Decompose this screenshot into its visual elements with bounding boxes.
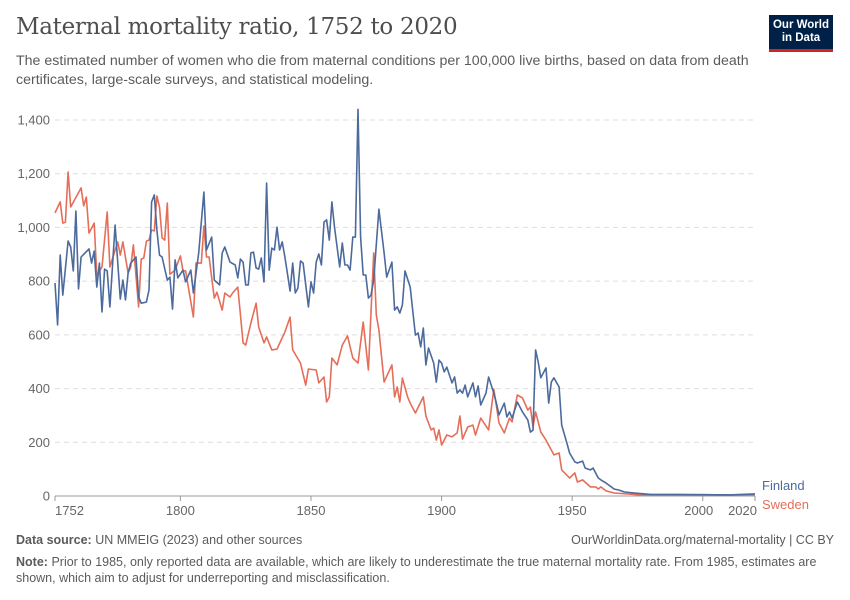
y-tick-label: 600 (28, 327, 50, 342)
logo-line-1: Our World (772, 19, 829, 31)
y-axis-ticks: 0 200 400 600 800 1,000 1,200 1,400 (17, 113, 50, 504)
series-line-finland[interactable] (54, 108, 756, 496)
note-label: Note: (16, 555, 48, 569)
x-tick-label: 2020 (728, 503, 757, 518)
series-label-finland[interactable]: Finland (762, 478, 805, 493)
source-label: Data source: (16, 533, 92, 547)
note: Note: Prior to 1985, only reported data … (16, 554, 831, 586)
y-tick-label: 1,400 (17, 113, 50, 128)
series-labels: Sweden Finland (762, 478, 809, 512)
series-label-sweden[interactable]: Sweden (762, 497, 809, 512)
x-axis-ticks: 1752 1800 1850 1900 1950 2000 2020 (54, 496, 757, 518)
owid-logo[interactable]: Our World in Data (769, 15, 833, 52)
y-tick-label: 0 (43, 489, 50, 504)
source-text: UN MMEIG (2023) and other sources (95, 533, 303, 547)
logo-line-2: in Data (781, 32, 821, 44)
y-tick-label: 200 (28, 435, 50, 450)
y-tick-label: 1,200 (17, 166, 50, 181)
series-line-sweden[interactable] (54, 171, 756, 496)
series-lines (54, 108, 756, 496)
x-tick-label: 1900 (427, 503, 456, 518)
data-source: Data source: UN MMEIG (2023) and other s… (16, 533, 302, 547)
gridlines (55, 119, 755, 497)
chart-subtitle: The estimated number of women who die fr… (16, 53, 749, 88)
x-tick-label: 1800 (166, 503, 195, 518)
y-tick-label: 800 (28, 274, 50, 289)
x-tick-label: 1752 (55, 503, 84, 518)
note-text: Prior to 1985, only reported data are av… (16, 555, 817, 585)
x-tick-label: 2000 (684, 503, 713, 518)
y-tick-label: 1,000 (17, 220, 50, 235)
chart-title: Maternal mortality ratio, 1752 to 2020 (16, 14, 458, 40)
y-tick-label: 400 (28, 381, 50, 396)
source-url[interactable]: OurWorldinData.org/maternal-mortality | … (571, 533, 834, 547)
line-chart: 0 200 400 600 800 1,000 1,200 1,400 1752 1800 185… (17, 108, 809, 518)
x-tick-label: 1850 (297, 503, 326, 518)
x-tick-label: 1950 (558, 503, 587, 518)
